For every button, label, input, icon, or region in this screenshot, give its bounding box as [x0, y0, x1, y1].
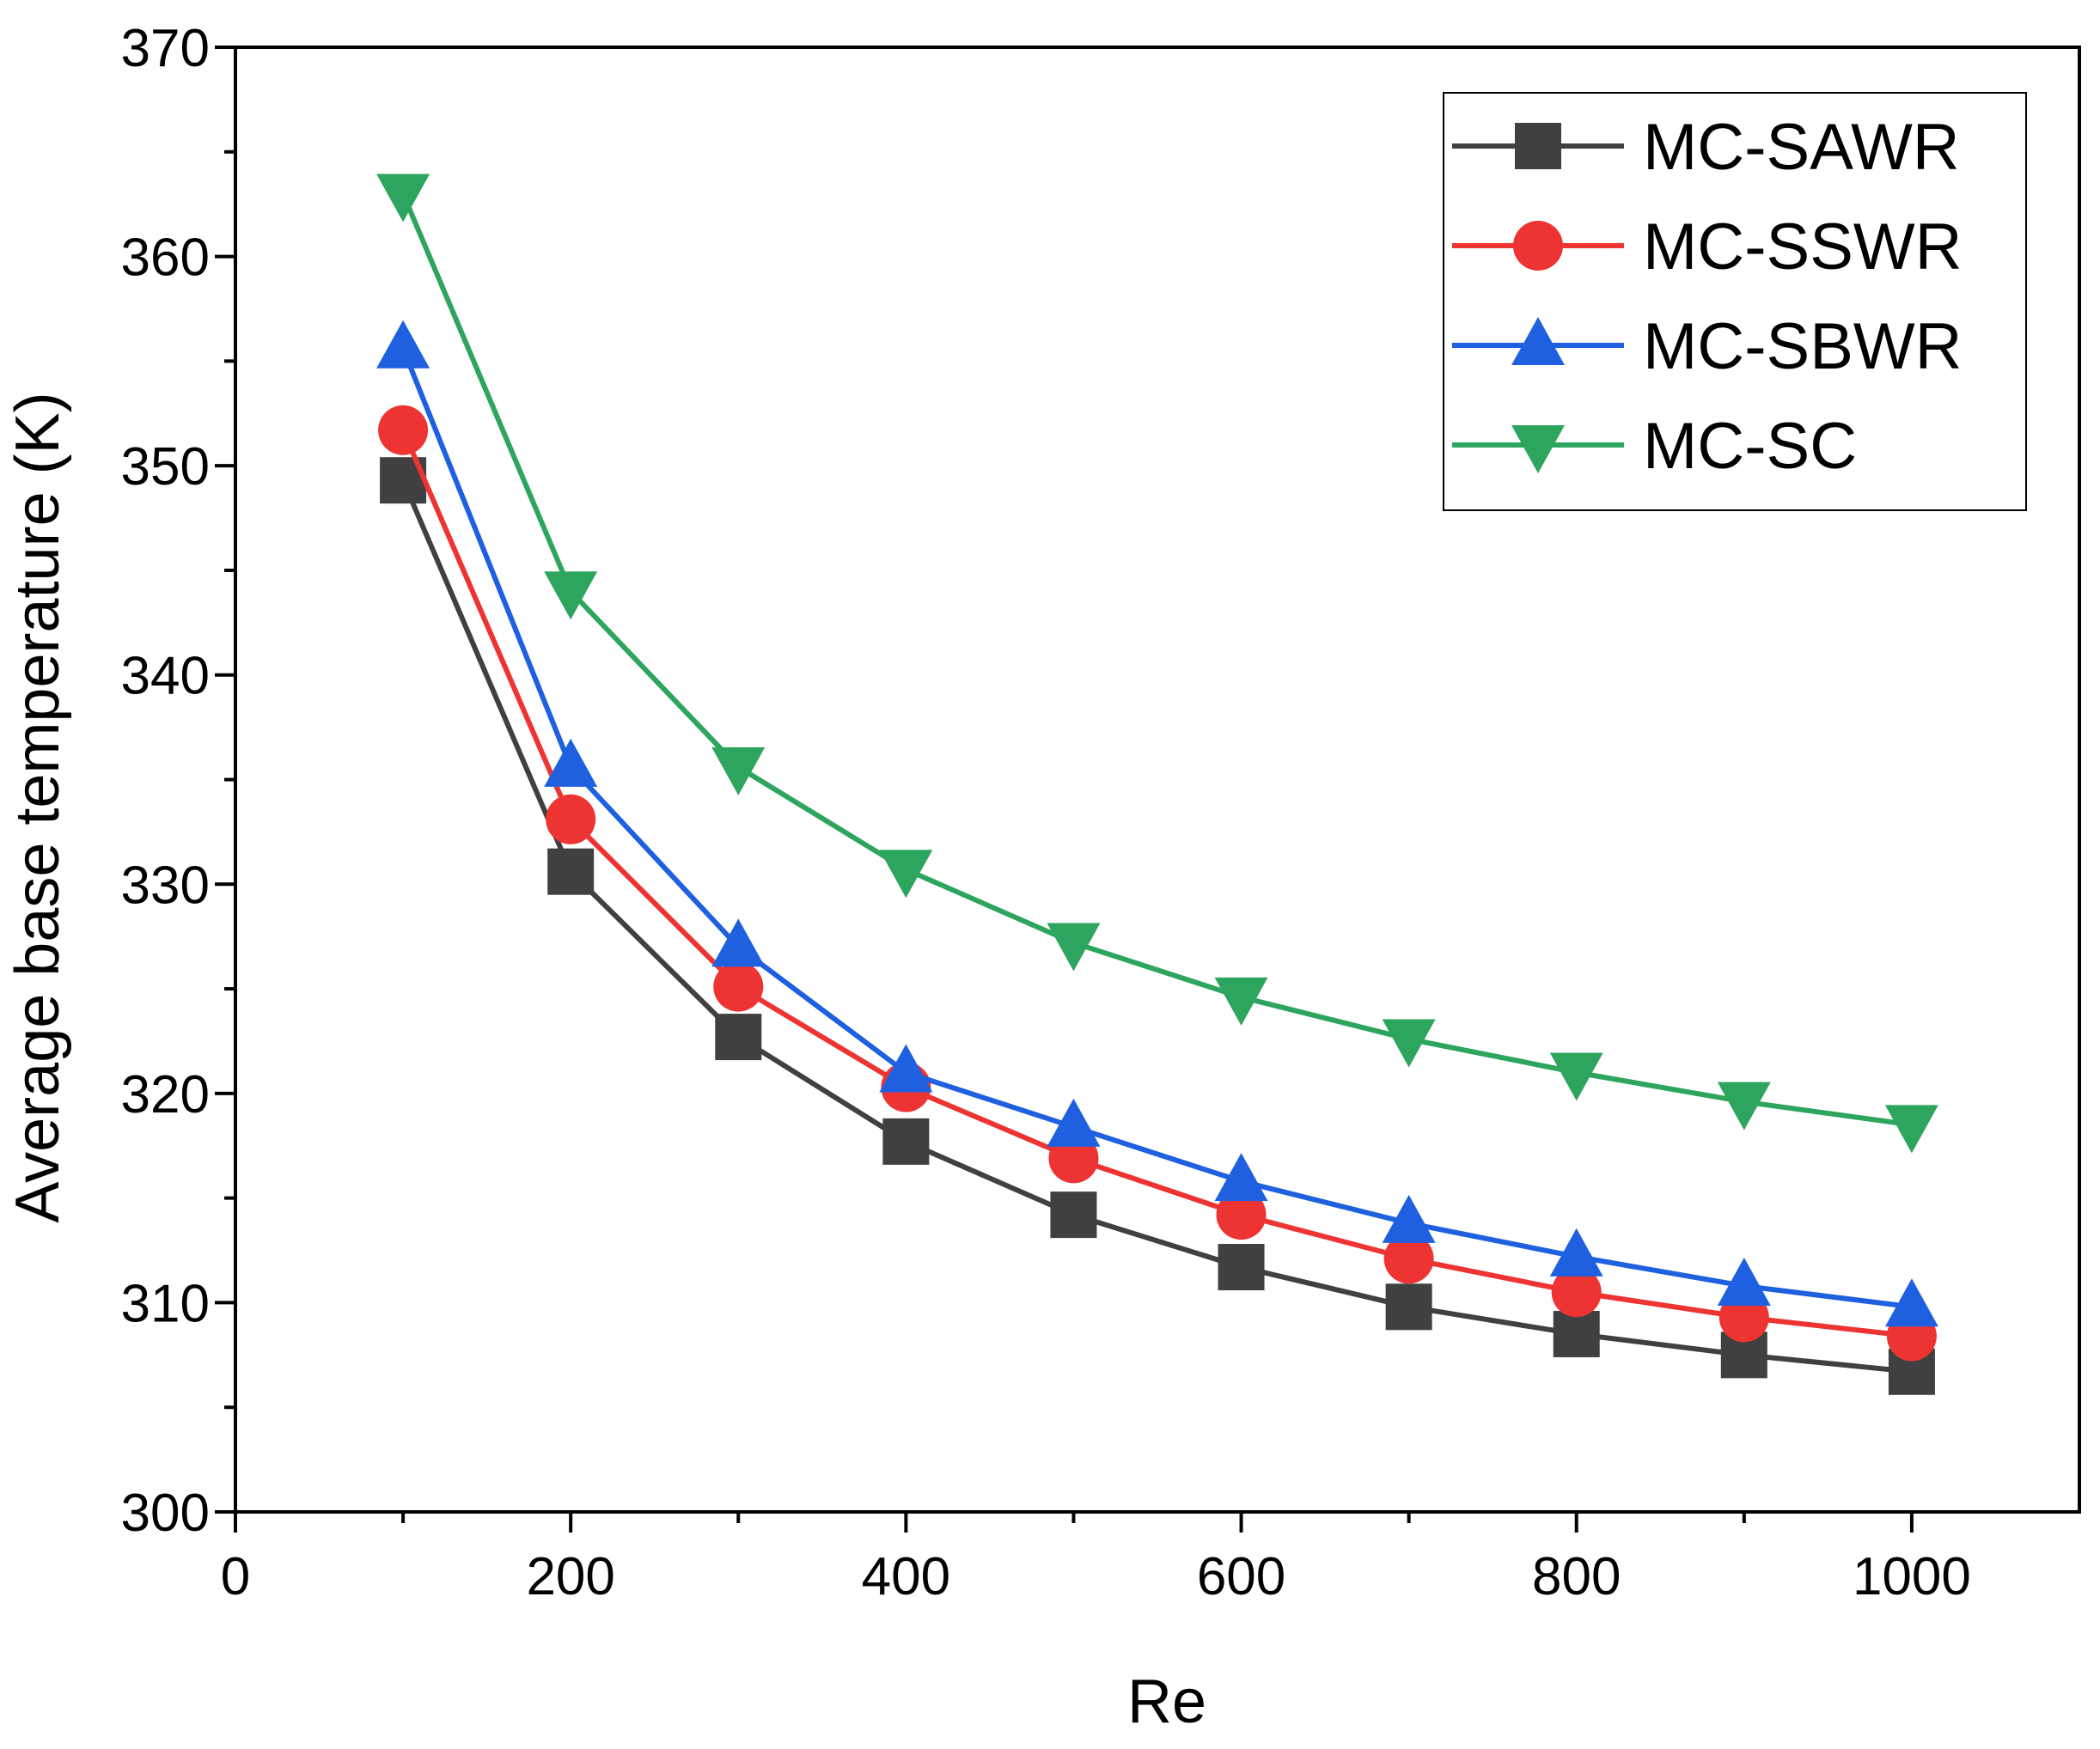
data-point-mc-sbwr: [879, 1044, 933, 1093]
data-point-mc-sswr: [546, 794, 596, 844]
y-tick-label: 350: [121, 437, 210, 497]
data-point-mc-sbwr: [1717, 1257, 1771, 1306]
data-point-mc-sbwr: [1047, 1098, 1101, 1147]
legend-label-mc-sawr: MC-SAWR: [1643, 111, 1960, 184]
x-axis-title: Re: [1127, 1667, 1206, 1736]
series-layer: [376, 174, 1938, 1395]
data-point-mc-sswr: [1383, 1234, 1434, 1284]
data-point-mc-sbwr: [376, 320, 430, 369]
series-mc-sc: [376, 174, 1938, 1154]
y-tick-label: 360: [121, 229, 210, 288]
data-point-mc-sc: [879, 850, 933, 899]
legend-marker-mc-sbwr: [1511, 317, 1565, 365]
y-tick-label: 330: [121, 856, 210, 915]
legend-marker-mc-sawr: [1515, 123, 1561, 169]
data-point-mc-sswr: [378, 405, 429, 455]
legend-marker-mc-sswr: [1513, 221, 1563, 271]
legend-marker-mc-sc: [1511, 425, 1565, 473]
data-point-mc-sawr: [882, 1118, 930, 1165]
data-point-mc-sc: [1382, 1019, 1436, 1068]
data-point-mc-sawr: [1385, 1283, 1432, 1331]
series-mc-sbwr: [376, 320, 1938, 1327]
legend-label-mc-sswr: MC-SSWR: [1643, 210, 1963, 283]
y-tick-label: 300: [121, 1484, 210, 1543]
data-point-mc-sawr: [547, 848, 595, 895]
data-point-mc-sc: [1549, 1052, 1603, 1101]
series-mc-sswr: [378, 405, 1937, 1362]
data-point-mc-sawr: [1050, 1191, 1097, 1239]
data-point-mc-sbwr: [1884, 1278, 1938, 1327]
data-point-mc-sbwr: [1214, 1153, 1268, 1202]
data-point-mc-sawr: [1553, 1310, 1600, 1357]
y-tick-label: 320: [121, 1065, 210, 1124]
data-point-mc-sc: [1884, 1105, 1938, 1154]
x-tick-label: 600: [1197, 1547, 1285, 1606]
y-axis-title: Average base temperature (K): [3, 392, 72, 1222]
x-axis: 0 200 400 600 800 1000: [221, 1512, 1971, 1606]
series-line-mc-sawr: [400, 479, 1913, 1374]
data-point-mc-sbwr: [711, 918, 766, 967]
y-tick-label: 370: [121, 19, 210, 78]
series-line-mc-sc: [400, 192, 1913, 1128]
x-tick-label: 0: [221, 1547, 250, 1606]
x-tick-label: 200: [526, 1547, 614, 1606]
data-point-mc-sswr: [1551, 1267, 1602, 1318]
y-tick-label: 310: [121, 1274, 210, 1333]
data-point-mc-sbwr: [544, 738, 598, 787]
y-axis: 300 310 320 330 340 350 360 370: [121, 19, 235, 1543]
data-point-mc-sbwr: [1549, 1228, 1603, 1277]
data-point-mc-sawr: [1218, 1244, 1265, 1291]
series-mc-sawr: [380, 457, 1935, 1395]
data-point-mc-sc: [1717, 1082, 1771, 1130]
data-point-mc-sc: [1214, 977, 1268, 1026]
y-tick-label: 340: [121, 647, 210, 706]
series-line-mc-sswr: [400, 429, 1913, 1339]
data-point-mc-sawr: [715, 1014, 762, 1061]
data-point-mc-sc: [376, 174, 430, 222]
data-point-mc-sswr: [1216, 1190, 1267, 1240]
data-point-mc-sswr: [713, 961, 764, 1012]
series-line-mc-sbwr: [400, 347, 1913, 1310]
x-tick-label: 800: [1532, 1547, 1621, 1606]
legend-label-mc-sbwr: MC-SBWR: [1643, 310, 1963, 383]
x-tick-label: 1000: [1853, 1547, 1971, 1606]
data-point-mc-sc: [1047, 923, 1101, 972]
legend: MC-SAWR MC-SSWR MC-SBWR MC-SC: [1443, 92, 2027, 511]
legend-label-mc-sc: MC-SC: [1643, 410, 1857, 483]
data-point-mc-sc: [711, 747, 766, 795]
data-point-mc-sc: [544, 571, 598, 620]
data-point-mc-sbwr: [1382, 1194, 1436, 1243]
x-tick-label: 400: [862, 1547, 950, 1606]
